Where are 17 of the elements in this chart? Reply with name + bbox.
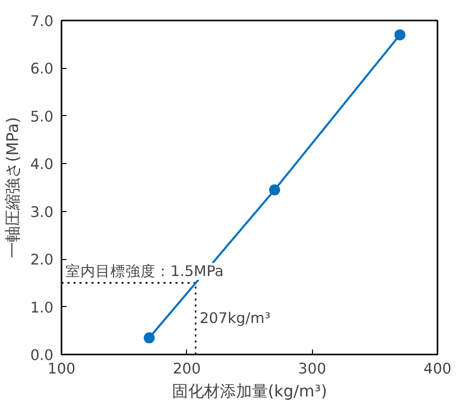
y-tick-label: 3.0 <box>30 204 54 221</box>
point <box>394 29 406 40</box>
point <box>269 184 280 196</box>
x-tick-label: 200 <box>172 360 201 378</box>
y-tick-label: 2.0 <box>30 252 54 269</box>
ref-line-label: 室内目標強度：1.5MPa <box>66 262 224 280</box>
ref-line-label: 207kg/m³ <box>200 310 271 328</box>
x-tick-label: 400 <box>424 360 452 378</box>
y-tick-label: 7.0 <box>30 13 54 30</box>
y-tick-label: 6.0 <box>30 60 54 78</box>
x-tick-label: 300 <box>298 360 326 378</box>
point <box>144 332 155 344</box>
y-axis-title: 一軸圧縮強さ(MPa) <box>3 116 22 258</box>
y-tick-label: 5.0 <box>30 108 54 126</box>
y-tick-label: 4.0 <box>30 156 54 174</box>
x-axis-title: 固化材添加量(kg/m³) <box>172 382 328 400</box>
y-tick-label: 1.0 <box>30 299 54 316</box>
